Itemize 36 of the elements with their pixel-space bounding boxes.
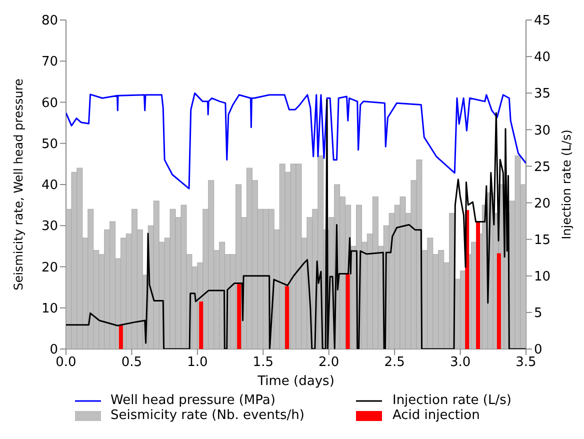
x-axis-title: Time (days) xyxy=(256,374,334,389)
y2-tick-label: 40 xyxy=(534,50,551,66)
y-tick-label: 0 xyxy=(50,342,58,358)
y-axis-title: Seismicity rate, Well head pressure xyxy=(11,78,26,290)
y-tick-label: 20 xyxy=(41,260,58,276)
x-tick-label: 3.0 xyxy=(450,355,471,370)
x-tick-label: 0.5 xyxy=(121,355,142,370)
y-tick-label: 60 xyxy=(41,96,58,111)
x-tick-label: 3.5 xyxy=(516,355,536,370)
y2-tick-label: 5 xyxy=(534,306,542,322)
y2-axis-title: Injection rate (L/s) xyxy=(559,130,574,240)
y-tick-label: 50 xyxy=(41,136,58,152)
y-tick-label: 70 xyxy=(41,54,58,70)
y2-tick-label: 20 xyxy=(534,196,551,212)
legend-label: Well head pressure (MPa) xyxy=(110,393,276,408)
y2-tick-label: 35 xyxy=(534,86,551,102)
y2-tick-label: 0 xyxy=(534,342,542,358)
y2-tick-label: 10 xyxy=(534,270,551,285)
legend-label: Injection rate (L/s) xyxy=(392,393,512,408)
bar xyxy=(118,326,123,349)
y-tick-label: 80 xyxy=(41,14,58,29)
x-tick-label: 1.5 xyxy=(252,355,274,370)
line-series xyxy=(66,92,526,190)
x-tick-label: 2.0 xyxy=(318,355,340,370)
x-tick-label: 2.5 xyxy=(384,355,405,370)
legend-label: Seismicity rate (Nb. events/h) xyxy=(110,408,304,423)
y-tick-label: 40 xyxy=(41,178,58,194)
y2-tick-label: 25 xyxy=(534,160,551,175)
legend-label: Acid injection xyxy=(392,408,480,423)
y2-tick-label: 45 xyxy=(534,14,551,29)
y-tick-label: 30 xyxy=(41,219,58,234)
y2-tick-label: 30 xyxy=(534,123,551,138)
y-tick-label: 10 xyxy=(41,301,58,316)
x-tick-label: 1.0 xyxy=(187,355,208,370)
y2-tick-label: 15 xyxy=(534,232,551,248)
x-tick-label: 0.0 xyxy=(56,355,76,370)
